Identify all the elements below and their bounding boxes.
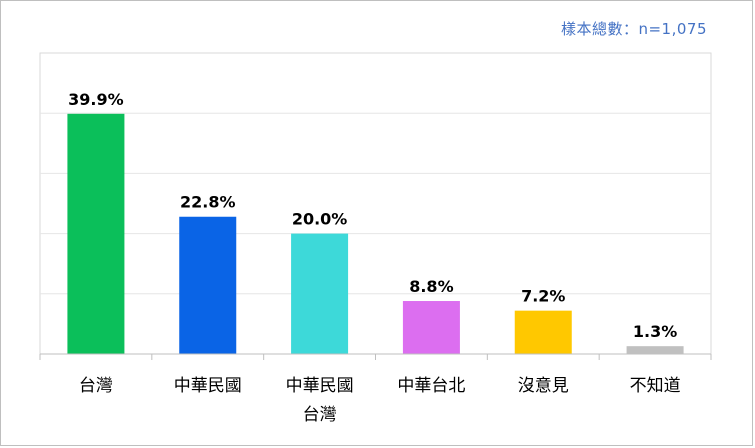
x-tick-label: 中華民國 bbox=[286, 376, 354, 396]
x-tick-label: 台灣 bbox=[303, 405, 337, 425]
bar-value-label: 20.0% bbox=[292, 210, 348, 229]
bar bbox=[291, 233, 349, 354]
x-tick-label: 不知道 bbox=[630, 376, 681, 396]
bar-value-label: 7.2% bbox=[521, 287, 565, 306]
bar-value-label: 8.8% bbox=[409, 277, 453, 296]
bar bbox=[67, 113, 125, 354]
x-tick-label: 中華民國 bbox=[174, 376, 242, 396]
bar-value-label: 1.3% bbox=[633, 322, 677, 341]
bar bbox=[402, 301, 460, 354]
bar bbox=[514, 310, 572, 354]
bar-value-label: 39.9% bbox=[68, 90, 124, 109]
x-tick-label: 中華台北 bbox=[397, 376, 465, 396]
bar bbox=[179, 216, 237, 354]
x-tick-label: 沒意見 bbox=[518, 376, 569, 396]
bar bbox=[626, 346, 684, 354]
sample-size-label: 樣本總數：n=1,075 bbox=[560, 20, 707, 38]
plot-area bbox=[39, 52, 712, 355]
x-tick-label: 台灣 bbox=[79, 376, 113, 396]
bar-value-label: 22.8% bbox=[180, 193, 236, 212]
